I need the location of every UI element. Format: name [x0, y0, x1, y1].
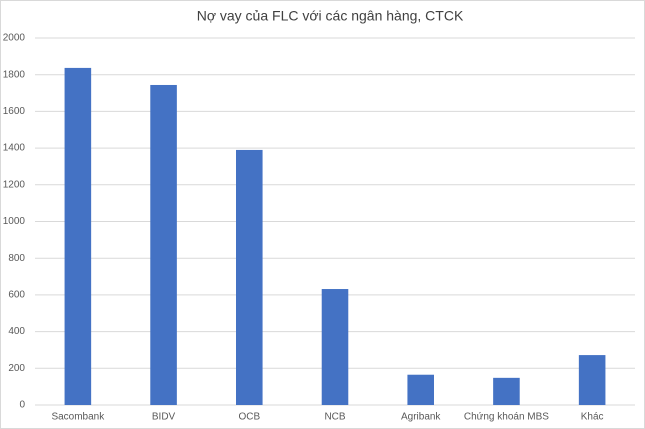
- bar: [236, 149, 263, 405]
- x-tick-label: OCB: [238, 412, 260, 423]
- y-tick-label: 0: [19, 400, 25, 411]
- bar: [493, 377, 520, 405]
- x-tick-label: Agribank: [401, 412, 441, 423]
- bar: [578, 355, 606, 405]
- y-tick-label: 1200: [3, 179, 26, 190]
- x-tick-label: Chứng khoán MBS: [464, 412, 549, 423]
- bar: [64, 67, 92, 406]
- y-tick-label: 600: [8, 290, 25, 301]
- y-tick-label: 800: [8, 253, 25, 264]
- bar: [150, 84, 177, 405]
- x-tick-label: NCB: [324, 412, 345, 423]
- y-tick-label: 2000: [3, 33, 26, 44]
- y-tick-label: 1800: [3, 69, 26, 80]
- y-tick-label: 1000: [3, 216, 26, 227]
- bar: [321, 289, 349, 405]
- chart-title: Nợ vay của FLC với các ngân hàng, CTCK: [197, 8, 464, 24]
- x-tick-label: Sacombank: [51, 412, 105, 423]
- y-tick-label: 1400: [3, 143, 26, 154]
- y-tick-label: 200: [8, 363, 25, 374]
- bar: [407, 374, 434, 405]
- y-tick-label: 1600: [3, 106, 26, 117]
- x-tick-label: BIDV: [152, 412, 176, 423]
- x-tick-label: Khác: [581, 412, 604, 423]
- y-tick-label: 400: [8, 326, 25, 337]
